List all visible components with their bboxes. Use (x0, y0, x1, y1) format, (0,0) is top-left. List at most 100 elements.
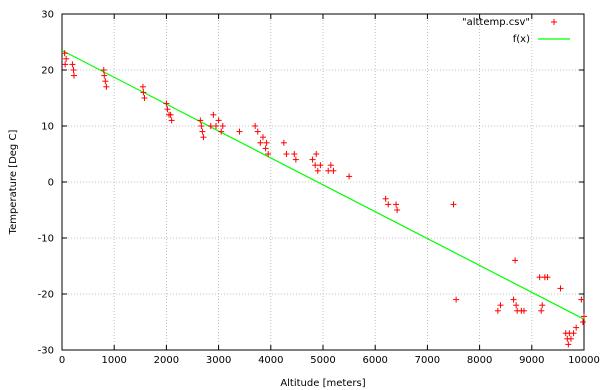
data-point (292, 156, 299, 163)
data-point (570, 330, 577, 337)
data-point (291, 151, 298, 157)
data-point (513, 302, 520, 309)
data-point (327, 162, 334, 169)
x-tick-labels: 0 1000 2000 3000 4000 5000 6000 7000 8000 9000 100… (59, 355, 600, 366)
x-tick-label: 9000 (519, 355, 544, 366)
data-point (573, 324, 580, 331)
data-point (330, 167, 337, 174)
data-point (512, 257, 519, 264)
data-point (544, 274, 551, 281)
data-point (309, 156, 316, 163)
data-point (61, 50, 68, 57)
x-axis-label: Altitude [meters] (280, 378, 365, 389)
data-point (314, 167, 321, 174)
data-point (254, 128, 261, 135)
data-point (69, 61, 76, 68)
grid (62, 14, 584, 350)
data-point (164, 106, 171, 113)
data-point (236, 128, 243, 135)
data-point (71, 72, 78, 79)
data-point (557, 285, 564, 292)
data-point (313, 151, 320, 157)
data-point (103, 83, 110, 90)
legend-marker-points (551, 19, 557, 25)
data-point (385, 201, 392, 208)
data-point (579, 319, 586, 325)
y-tick-label: -10 (38, 234, 54, 245)
data-point (163, 100, 170, 107)
data-point (207, 123, 214, 129)
y-tick-labels: -30 -20 -10 0 10 20 30 (38, 10, 54, 357)
data-point (393, 201, 400, 208)
data-point (317, 162, 324, 169)
data-point (536, 274, 543, 281)
data-point (262, 145, 269, 152)
data-point (538, 307, 545, 314)
data-point (259, 134, 266, 141)
tick-marks (61, 13, 585, 351)
data-point (210, 111, 217, 118)
series-line-group (61, 49, 585, 320)
x-tick-label: 3000 (206, 355, 231, 366)
y-tick-label: 30 (41, 10, 54, 21)
legend-plus-marker (551, 19, 557, 25)
data-point (520, 307, 527, 314)
data-point (539, 302, 546, 309)
data-point (265, 151, 272, 157)
data-point (280, 139, 287, 146)
data-point (168, 117, 175, 124)
data-point (578, 296, 585, 303)
data-point (312, 162, 319, 169)
data-point (219, 123, 226, 129)
x-tick-label: 5000 (310, 355, 335, 366)
data-point (215, 117, 222, 124)
legend-label-points: "alttemp.csv" (462, 17, 530, 28)
y-tick-label: 10 (41, 122, 54, 133)
y-tick-label: -20 (38, 290, 54, 301)
series-points-group (61, 50, 587, 348)
data-point (257, 139, 264, 146)
data-point (197, 117, 204, 124)
x-tick-label: 6000 (362, 355, 387, 366)
legend-label-line: f(x) (513, 34, 530, 45)
fit-line (61, 49, 585, 320)
data-point (565, 341, 572, 348)
legend: "alttemp.csv" f(x) (462, 17, 570, 45)
data-point (394, 207, 401, 213)
data-point (141, 95, 148, 101)
y-tick-label: 20 (41, 66, 54, 77)
data-point (453, 296, 460, 303)
x-tick-label: 0 (59, 355, 65, 366)
x-tick-label: 7000 (415, 355, 440, 366)
data-point (510, 296, 517, 303)
data-point (70, 67, 77, 73)
data-point (200, 134, 207, 141)
data-point (382, 195, 389, 202)
data-point (325, 167, 332, 174)
data-point (567, 335, 574, 342)
data-point (100, 67, 107, 73)
data-point (283, 151, 290, 157)
x-tick-label: 1000 (101, 355, 126, 366)
data-point (212, 123, 219, 129)
y-tick-label: 0 (48, 178, 54, 189)
data-point (252, 123, 259, 129)
data-point (63, 55, 70, 62)
data-point (62, 61, 69, 68)
data-point (218, 128, 225, 135)
data-point (167, 111, 174, 118)
data-point (139, 83, 146, 90)
y-axis-label: Temperature [Deg C] (8, 130, 19, 236)
data-point (497, 302, 504, 309)
x-tick-label: 2000 (154, 355, 179, 366)
data-point (494, 307, 501, 314)
y-tick-label: -30 (38, 346, 54, 357)
data-point (140, 89, 147, 96)
x-tick-label: 8000 (467, 355, 492, 366)
data-point (198, 123, 205, 129)
data-point (102, 78, 109, 85)
data-point (101, 72, 108, 79)
data-point (199, 128, 206, 135)
data-point (346, 173, 353, 180)
